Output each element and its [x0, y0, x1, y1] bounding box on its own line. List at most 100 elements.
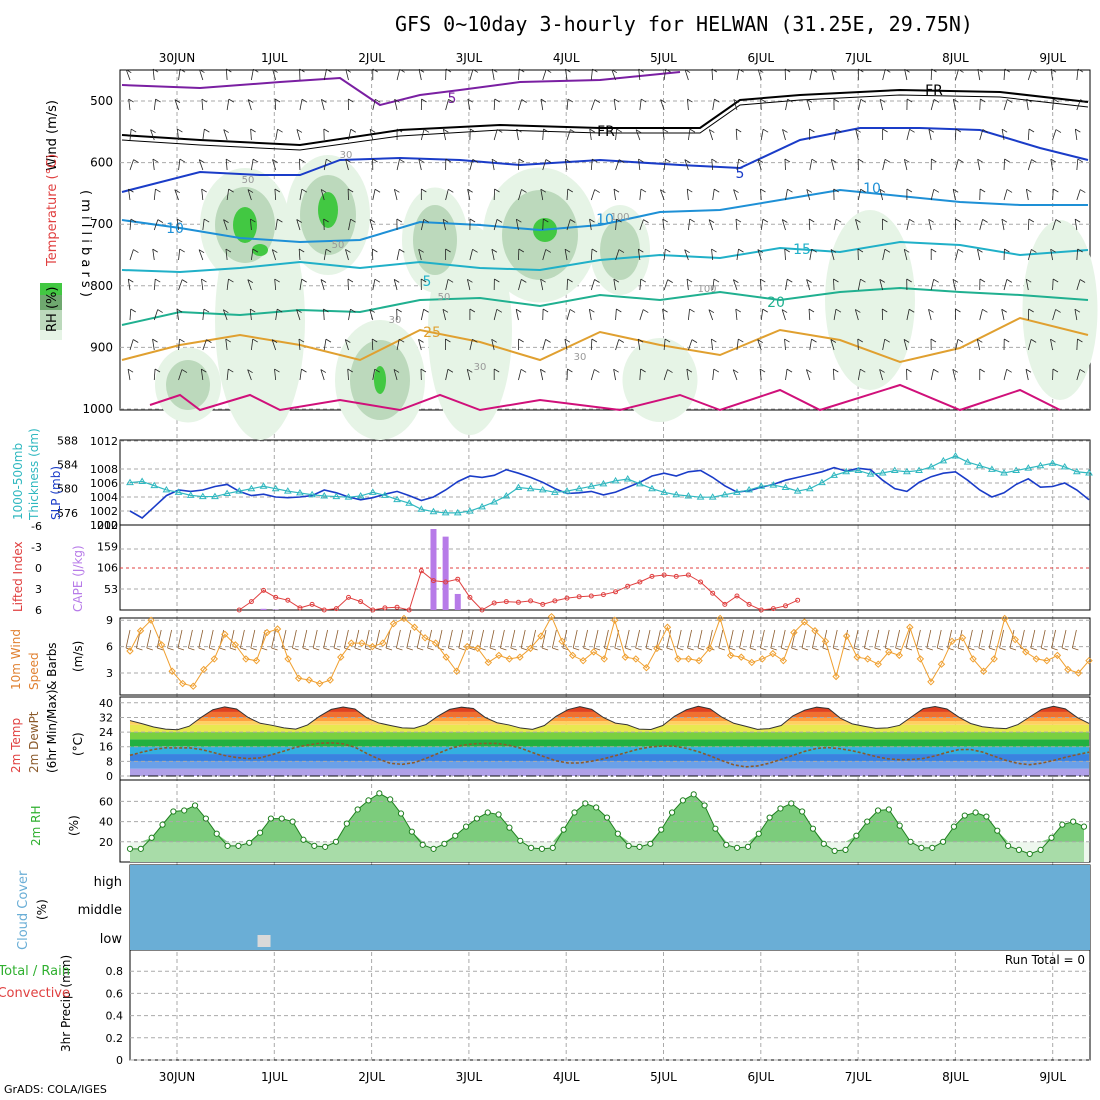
wind10-barb-flag	[916, 647, 923, 651]
wind-barb-flag	[1006, 189, 1013, 193]
thickness-marker	[599, 479, 608, 487]
rh-marker	[473, 815, 481, 822]
wind-barb-flag	[274, 188, 281, 193]
wind10-barb-flag	[833, 647, 840, 651]
wind-barb	[491, 339, 495, 351]
wind-barb-flag	[150, 129, 156, 134]
wind-barb-flag	[177, 218, 183, 223]
wind-barb-flag	[1025, 368, 1032, 373]
wind-barb-flag	[250, 128, 256, 133]
wind10-barb-flag	[978, 647, 985, 651]
rh-marker	[994, 827, 1001, 834]
wind10-barb-flag	[209, 647, 216, 651]
wind-barb	[442, 219, 447, 231]
thickness-marker	[126, 478, 134, 486]
temp-tick-label: 8	[106, 755, 113, 768]
precip-tick-label: 0	[116, 1054, 123, 1067]
wind-barb	[663, 159, 666, 171]
cloud-level-label: middle	[78, 903, 122, 918]
wind-barb-flag	[833, 188, 839, 193]
bottom-day-label: 5JUL	[650, 1070, 677, 1084]
wind-barb-flag	[320, 189, 327, 193]
wind-barb	[979, 309, 983, 321]
wind-barb-flag	[709, 129, 715, 133]
wind10-marker	[221, 630, 229, 638]
wind-barb-flag	[133, 159, 139, 163]
wind-barb	[1027, 159, 1032, 171]
wind-barb-flag	[347, 278, 354, 283]
wind-barb	[420, 219, 425, 231]
wind-barb-flag	[830, 339, 837, 343]
wind10-barb	[1009, 629, 1015, 649]
precip-legend-conv: Convective	[0, 986, 70, 1001]
wind10-marker	[147, 616, 155, 624]
wind-barb-flag	[203, 218, 210, 223]
wind-barb	[830, 339, 835, 351]
wind-barb	[613, 279, 616, 291]
thickness-marker	[708, 493, 717, 500]
wind-barb	[930, 99, 935, 111]
wind-barb-flag	[787, 98, 793, 103]
wind-barb-flag	[492, 68, 498, 73]
wind-barb-flag	[809, 128, 815, 133]
wind10-marker	[716, 614, 724, 623]
wind-barb	[806, 369, 811, 381]
thickness-tick-label: 580	[57, 483, 78, 496]
wind-barb-flag	[855, 309, 861, 313]
wind10-marker	[979, 667, 988, 675]
wind-barb	[320, 99, 325, 111]
wind-barb	[809, 249, 813, 261]
wind-barb-flag	[133, 249, 139, 253]
rh-marker	[593, 804, 600, 811]
wind10-marker	[568, 651, 577, 660]
wind-barb-flag	[831, 159, 837, 163]
wind10-marker	[210, 655, 219, 663]
temp-tick-label: 24	[99, 726, 113, 739]
wind-barb-flag	[928, 128, 935, 133]
contour-label: 20	[767, 295, 785, 311]
rh-marker	[701, 802, 708, 809]
wind-barb-flag	[128, 188, 134, 193]
rh-light-area	[825, 210, 915, 390]
wind-barb	[296, 219, 301, 231]
wind10-barb-flag	[593, 647, 601, 651]
wind10-barb-flag	[219, 647, 226, 651]
wind10-barb-flag	[573, 647, 580, 651]
wind-barb	[903, 339, 908, 351]
top-day-label: 30JUN	[159, 51, 196, 65]
wind10-marker	[874, 660, 882, 668]
wind-barb	[757, 69, 762, 81]
wind-barb-flag	[836, 128, 842, 133]
wind-barb	[615, 219, 617, 231]
wind-barb	[688, 339, 693, 351]
wind10-barb	[562, 629, 568, 649]
wind-barb-flag	[515, 308, 522, 313]
thickness-marker	[769, 481, 778, 488]
wind-barb	[590, 189, 596, 201]
wind10-barb-flag	[157, 647, 164, 651]
wind-barb-flag	[860, 368, 866, 373]
wind-barb-flag	[882, 308, 888, 313]
wind10-marker	[790, 628, 798, 637]
lifted-index-marker	[795, 597, 801, 603]
wind-barb-flag	[176, 308, 183, 313]
wind-barb-flag	[345, 249, 351, 253]
wind-barb	[418, 249, 422, 261]
wind10-marker	[526, 644, 535, 653]
rh-marker	[755, 830, 762, 837]
wind-barb-flag	[518, 248, 525, 253]
wind-barb	[711, 159, 714, 171]
wind-barb-flag	[687, 98, 693, 103]
rh-marker	[332, 838, 340, 845]
wind-barb	[1003, 68, 1006, 81]
lifted-index-marker	[588, 593, 594, 599]
rh-marker	[766, 814, 773, 821]
wind-barb	[686, 279, 689, 291]
thickness-marker	[805, 484, 814, 492]
wind-barb-flag	[611, 69, 618, 74]
rh-marker	[191, 802, 199, 809]
wind-barb	[808, 308, 811, 321]
wind-barb-flag	[784, 248, 790, 253]
rh-marker	[1015, 846, 1023, 853]
wind-barb	[128, 189, 131, 201]
